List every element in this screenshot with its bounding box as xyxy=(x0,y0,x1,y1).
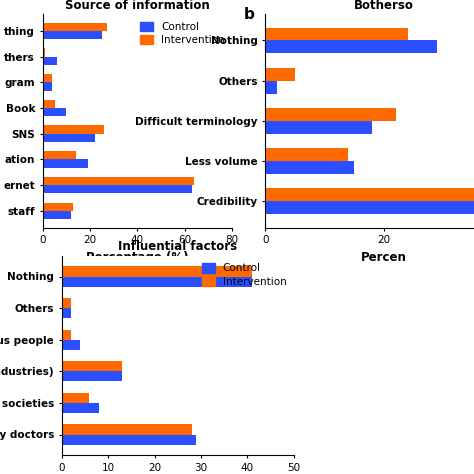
Bar xyxy=(43,126,104,134)
Bar xyxy=(265,68,295,81)
Bar xyxy=(62,266,252,276)
Bar xyxy=(265,189,474,201)
Bar xyxy=(62,308,71,318)
Bar xyxy=(43,82,52,91)
Bar xyxy=(265,108,396,121)
Bar xyxy=(265,81,277,93)
Bar xyxy=(43,211,71,219)
X-axis label: Percen: Percen xyxy=(361,251,407,264)
Title: Source of information: Source of information xyxy=(65,0,210,12)
Bar xyxy=(43,159,88,168)
Bar xyxy=(43,56,57,65)
Legend: Control, Intervention: Control, Intervention xyxy=(138,19,227,47)
X-axis label: Percentage (%): Percentage (%) xyxy=(86,251,189,264)
Bar xyxy=(265,201,474,214)
Bar xyxy=(62,424,191,435)
Title: Influential factors: Influential factors xyxy=(118,240,237,254)
Bar xyxy=(62,435,196,445)
Bar xyxy=(62,329,71,340)
Bar xyxy=(62,403,99,413)
Bar xyxy=(43,48,45,56)
Bar xyxy=(62,371,122,382)
Bar xyxy=(43,177,194,185)
Legend: Control, Intervention: Control, Intervention xyxy=(200,261,289,289)
Bar xyxy=(62,276,252,287)
Bar xyxy=(265,40,437,53)
Bar xyxy=(43,74,52,82)
Bar xyxy=(265,148,348,161)
Bar xyxy=(62,393,90,403)
Bar xyxy=(43,31,102,39)
Bar xyxy=(265,27,408,40)
Bar xyxy=(43,100,55,108)
Bar xyxy=(43,134,95,142)
Bar xyxy=(265,121,372,134)
Bar xyxy=(43,151,76,159)
Bar xyxy=(43,23,107,31)
Title: Botherso: Botherso xyxy=(354,0,414,12)
Bar xyxy=(43,108,66,116)
Bar xyxy=(62,361,122,371)
Bar xyxy=(43,185,192,193)
Bar xyxy=(62,340,80,350)
Text: b: b xyxy=(244,7,255,22)
Bar xyxy=(62,298,71,308)
Bar xyxy=(265,161,354,174)
Bar xyxy=(43,202,73,211)
